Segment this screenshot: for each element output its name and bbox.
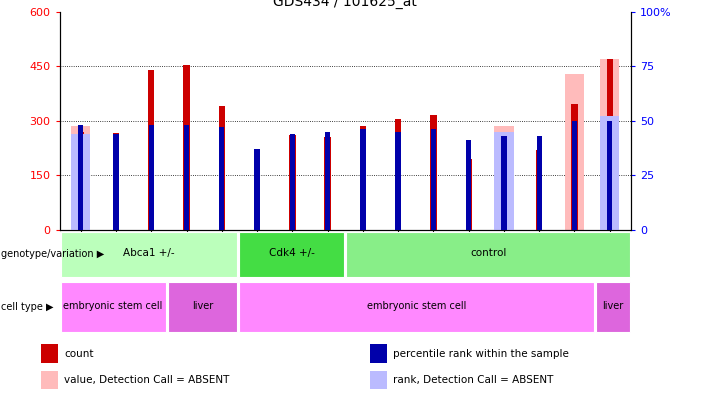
Bar xyxy=(430,129,436,230)
Text: genotype/variation ▶: genotype/variation ▶ xyxy=(1,249,104,259)
Text: cell type ▶: cell type ▶ xyxy=(1,302,54,312)
Bar xyxy=(600,59,620,230)
Text: embryonic stem cell: embryonic stem cell xyxy=(64,301,163,311)
Title: GDS434 / 101625_at: GDS434 / 101625_at xyxy=(273,0,417,10)
Bar xyxy=(572,121,577,230)
Bar xyxy=(600,116,620,230)
Bar xyxy=(325,137,331,230)
Text: Cdk4 +/-: Cdk4 +/- xyxy=(268,248,315,259)
Bar xyxy=(61,232,237,277)
Bar xyxy=(239,232,344,277)
Bar xyxy=(71,134,90,230)
Bar xyxy=(501,150,507,230)
Bar xyxy=(494,131,514,230)
Bar xyxy=(465,159,472,230)
Text: percentile rank within the sample: percentile rank within the sample xyxy=(393,348,569,358)
Text: liver: liver xyxy=(192,301,213,311)
Bar xyxy=(78,131,84,230)
Bar xyxy=(325,131,330,230)
Bar xyxy=(466,140,471,230)
Text: count: count xyxy=(64,348,93,358)
Bar xyxy=(219,127,224,230)
Bar xyxy=(149,125,154,230)
Text: embryonic stem cell: embryonic stem cell xyxy=(367,301,466,311)
Bar xyxy=(536,136,542,230)
Text: control: control xyxy=(470,248,506,259)
Bar xyxy=(184,125,189,230)
Bar xyxy=(61,282,165,332)
Bar xyxy=(430,115,437,230)
Bar xyxy=(395,119,401,230)
Bar xyxy=(290,135,296,230)
Bar xyxy=(113,133,119,230)
Text: rank, Detection Call = ABSENT: rank, Detection Call = ABSENT xyxy=(393,375,553,385)
Bar xyxy=(219,106,225,230)
Bar xyxy=(254,168,260,230)
Bar xyxy=(536,150,543,230)
Bar xyxy=(114,134,118,230)
Bar xyxy=(571,105,578,230)
Bar xyxy=(78,125,83,230)
Bar xyxy=(501,136,507,230)
Bar xyxy=(346,232,629,277)
Bar xyxy=(370,371,386,389)
Text: Abca1 +/-: Abca1 +/- xyxy=(123,248,175,259)
Bar xyxy=(239,282,594,332)
Bar xyxy=(494,126,514,230)
Text: value, Detection Call = ABSENT: value, Detection Call = ABSENT xyxy=(64,375,229,385)
Bar xyxy=(290,134,295,230)
Bar xyxy=(168,282,237,332)
Bar xyxy=(148,70,154,230)
Bar xyxy=(184,65,190,230)
Text: liver: liver xyxy=(602,301,624,311)
Bar xyxy=(565,74,584,230)
Bar xyxy=(597,282,629,332)
Bar xyxy=(360,126,366,230)
Bar xyxy=(360,129,365,230)
Bar xyxy=(395,131,401,230)
Bar xyxy=(41,371,57,389)
Bar xyxy=(607,121,613,230)
Bar xyxy=(71,126,90,230)
Bar xyxy=(606,59,613,230)
Bar xyxy=(41,344,57,363)
Bar xyxy=(370,344,386,363)
Bar xyxy=(254,149,260,230)
